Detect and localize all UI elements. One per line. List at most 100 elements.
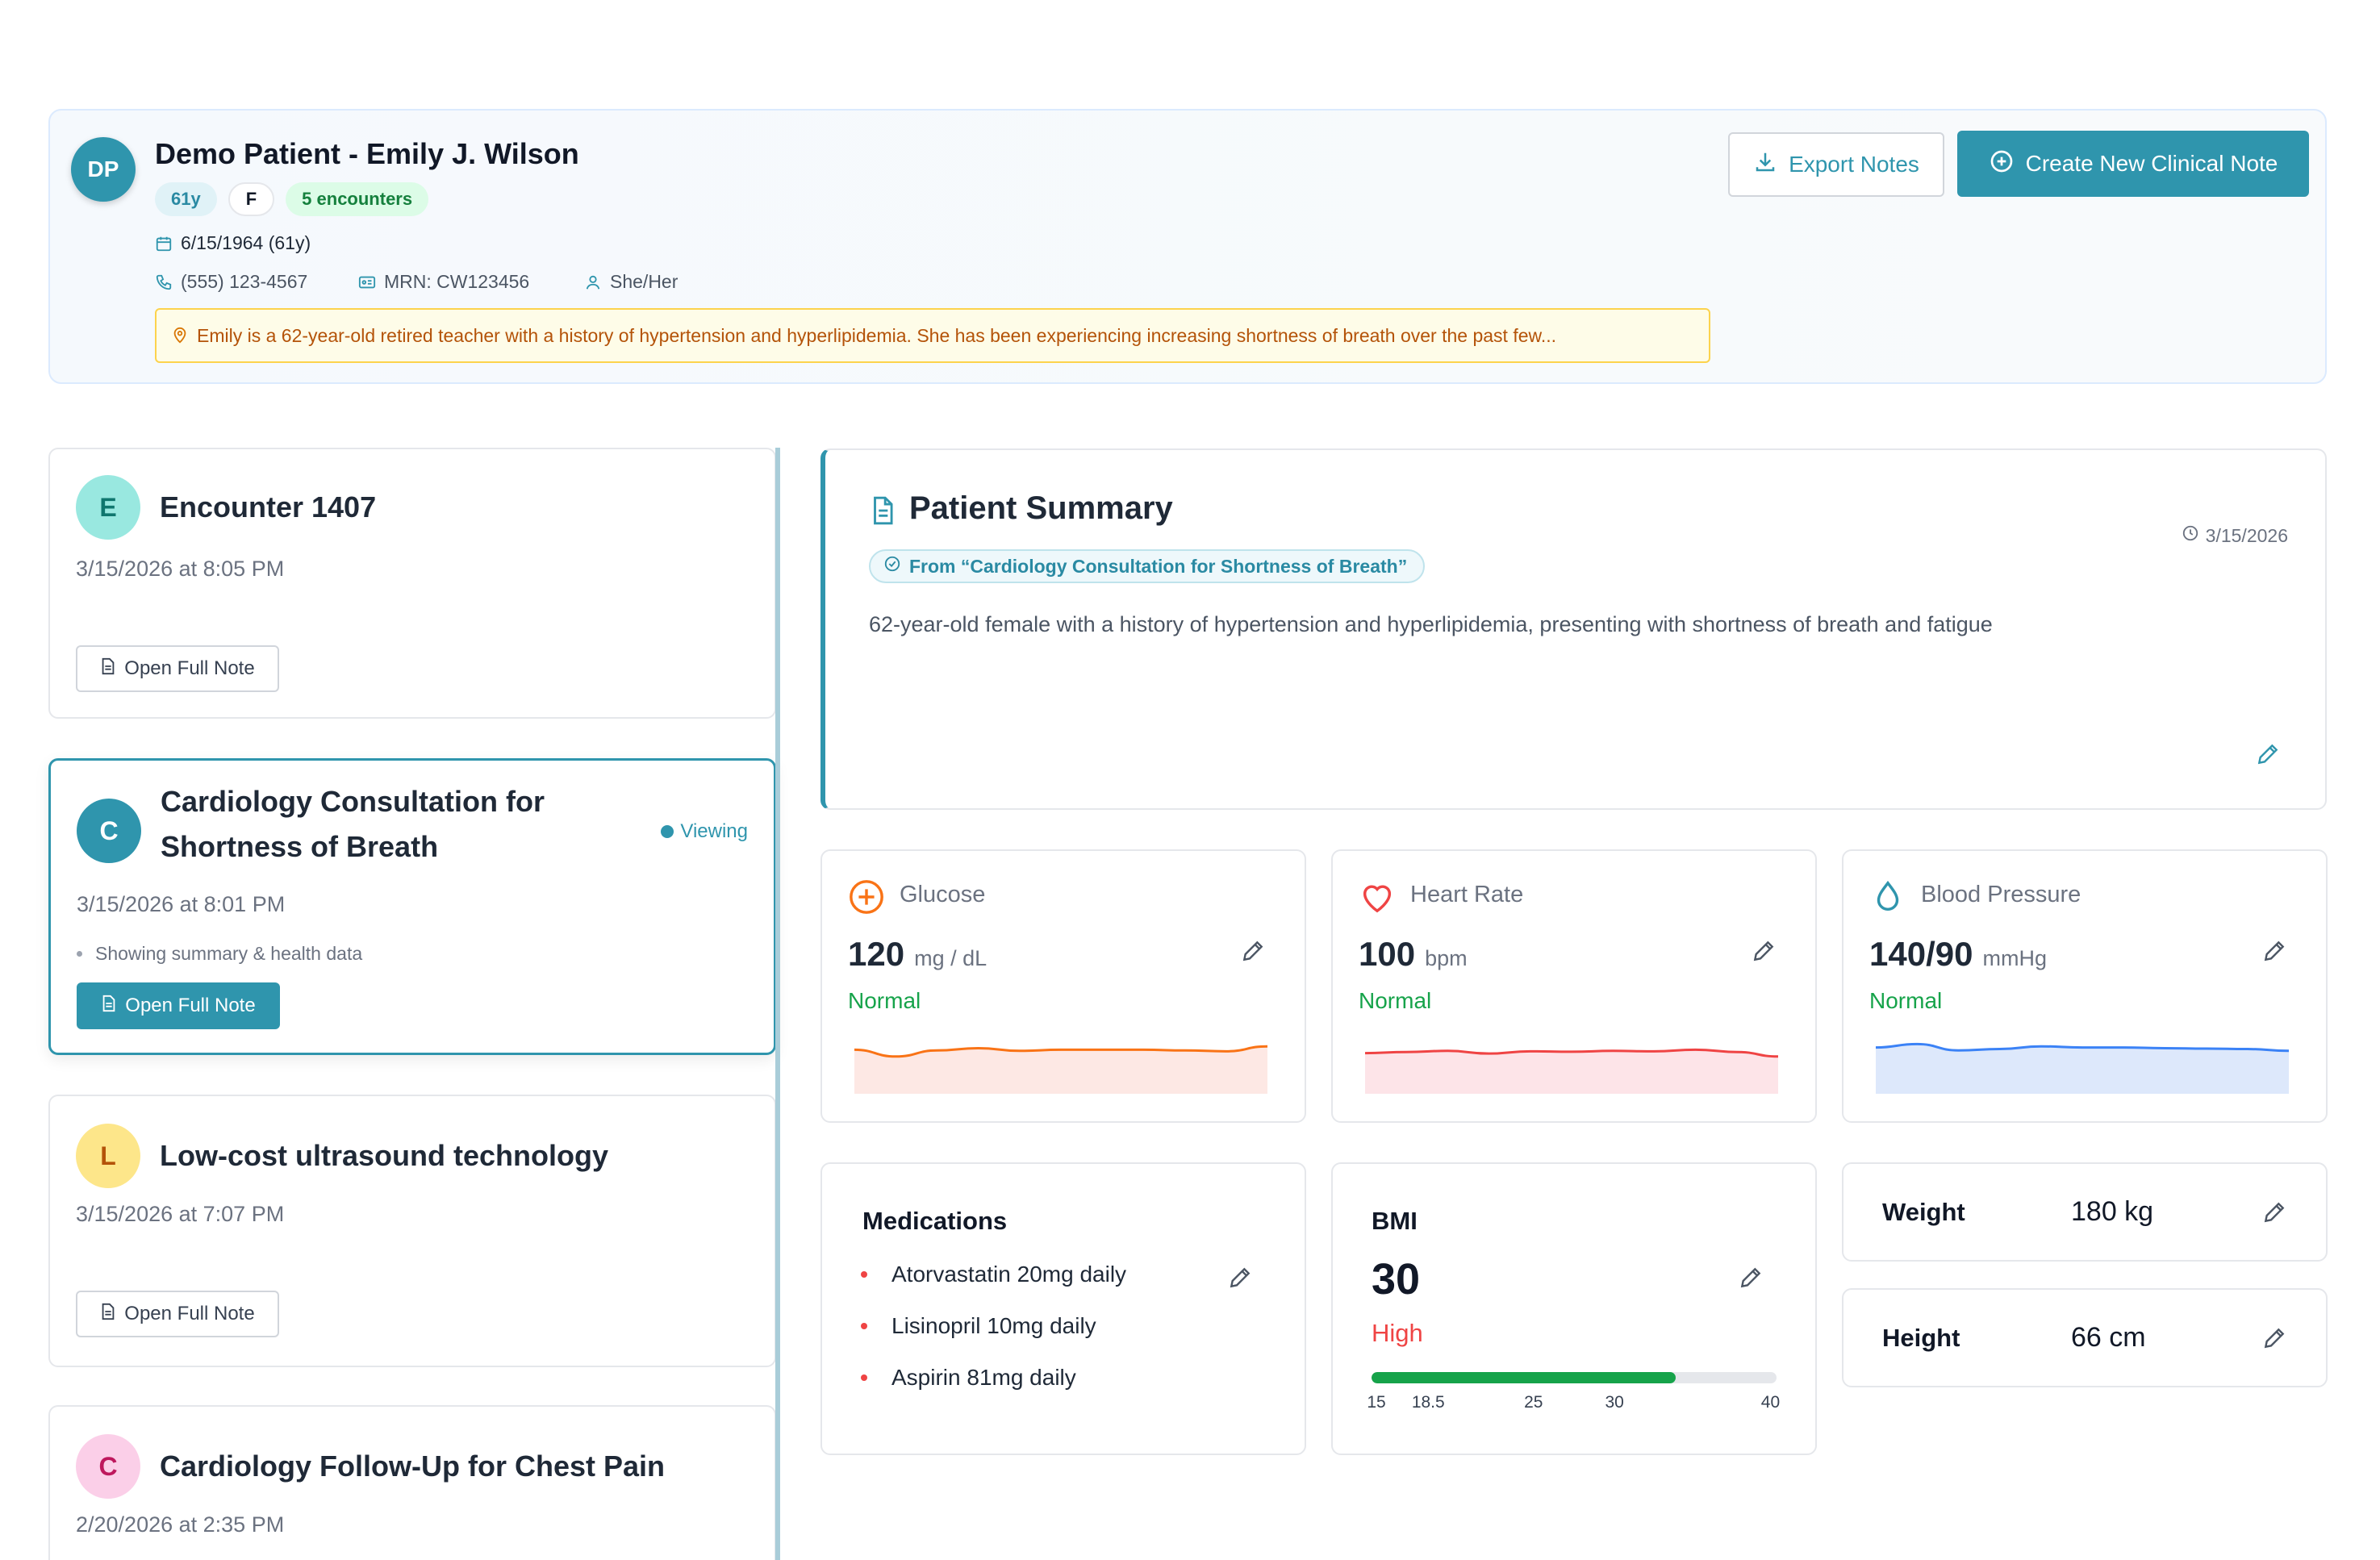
- id-card-icon: [358, 273, 376, 291]
- vital-unit: bpm: [1425, 946, 1468, 970]
- droplet-icon: [1869, 878, 1906, 916]
- encounter-avatar: C: [76, 1434, 140, 1499]
- vital-value: 120 mg / dL: [848, 935, 987, 974]
- document-icon: [867, 495, 898, 526]
- medication-item: Lisinopril 10mg daily: [861, 1313, 1096, 1339]
- edit-pencil-icon[interactable]: [1751, 938, 1777, 964]
- mrn-line: MRN: CW123456: [358, 271, 529, 293]
- create-clinical-note-label: Create New Clinical Note: [2025, 151, 2278, 176]
- encounters-badge: 5 encounters: [286, 182, 429, 216]
- edit-pencil-icon[interactable]: [1738, 1265, 1764, 1291]
- export-notes-label: Export Notes: [1789, 152, 1919, 177]
- vital-unit: mg / dL: [914, 946, 987, 970]
- vital-status: Normal: [1359, 988, 1432, 1013]
- vital-number: 100: [1359, 935, 1416, 973]
- bullet-dot: [861, 1271, 867, 1278]
- user-icon: [584, 273, 602, 291]
- sparkline-line: [854, 1045, 1267, 1058]
- bmi-progress-track: [1372, 1372, 1777, 1383]
- glucose-sparkline: [854, 1045, 1267, 1094]
- bmi-tick-label: 30: [1605, 1393, 1624, 1412]
- export-notes-button[interactable]: Export Notes: [1728, 132, 1944, 197]
- encounter-avatar: E: [76, 475, 140, 540]
- open-full-note-button[interactable]: Open Full Note: [76, 645, 279, 692]
- edit-pencil-icon[interactable]: [2261, 1199, 2287, 1225]
- heart-rate-sparkline: [1365, 1048, 1778, 1094]
- edit-pencil-icon[interactable]: [2261, 938, 2287, 964]
- patient-summary-alert: Emily is a 62-year-old retired teacher w…: [155, 308, 1710, 363]
- patient-summary-text: Emily is a 62-year-old retired teacher w…: [197, 324, 1557, 346]
- bmi-tick-label: 18.5: [1411, 1393, 1445, 1412]
- sparkline-area: [1876, 1044, 2289, 1094]
- panel-resize-handle[interactable]: [775, 448, 780, 1560]
- sparkline-area: [1365, 1049, 1778, 1094]
- encounter-date: 3/15/2026 at 8:05 PM: [76, 557, 285, 581]
- heart-icon: [1359, 878, 1396, 916]
- encounter-title: Cardiology Follow-Up for Chest Pain: [160, 1449, 666, 1483]
- encounter-avatar: C: [77, 799, 141, 863]
- vital-number: 120: [848, 935, 905, 973]
- weight-card: Weight 180 kg: [1842, 1162, 2328, 1262]
- edit-pencil-icon[interactable]: [2261, 1325, 2287, 1351]
- sex-badge: F: [228, 182, 275, 216]
- summary-date: 3/15/2026: [2182, 524, 2288, 547]
- encounter-card[interactable]: E Encounter 1407 3/15/2026 at 8:05 PM Op…: [48, 448, 776, 719]
- summary-title: Patient Summary: [909, 490, 1173, 526]
- encounter-avatar: L: [76, 1124, 140, 1188]
- edit-pencil-icon[interactable]: [1240, 938, 1266, 964]
- vital-label: Heart Rate: [1410, 882, 1524, 907]
- pronouns-text: She/Her: [610, 271, 679, 292]
- vital-card-heart-rate: Heart Rate 100 bpm Normal: [1331, 849, 1817, 1123]
- open-full-note-label: Open Full Note: [125, 995, 256, 1016]
- edit-summary-pencil-icon[interactable]: [2255, 741, 2281, 767]
- medication-item: Aspirin 81mg daily: [861, 1365, 1076, 1391]
- open-full-note-label: Open Full Note: [124, 657, 255, 679]
- vital-value: 100 bpm: [1359, 935, 1468, 974]
- blood-pressure-sparkline: [1876, 1042, 2289, 1094]
- download-icon: [1753, 150, 1777, 180]
- viewing-dot: [661, 825, 674, 838]
- weight-value: 180 kg: [2071, 1196, 2154, 1227]
- open-full-note-button[interactable]: Open Full Note: [76, 1291, 279, 1337]
- summary-source-text: From “Cardiology Consultation for Shortn…: [909, 555, 1408, 577]
- check-circle-icon: [883, 555, 901, 578]
- encounter-card-selected[interactable]: C Cardiology Consultation for Shortness …: [48, 758, 776, 1055]
- encounter-card[interactable]: C Cardiology Follow-Up for Chest Pain 2/…: [48, 1405, 776, 1560]
- vital-unit: mmHg: [1982, 946, 2047, 970]
- clock-icon: [2182, 524, 2199, 547]
- viewing-label: Viewing: [680, 820, 748, 842]
- document-icon: [100, 1303, 116, 1326]
- summary-source-badge: From “Cardiology Consultation for Shortn…: [869, 549, 1426, 583]
- viewing-indicator: Viewing: [661, 820, 748, 843]
- encounter-card[interactable]: L Low-cost ultrasound technology 3/15/20…: [48, 1095, 776, 1367]
- height-value: 66 cm: [2071, 1322, 2146, 1353]
- encounter-date: 3/15/2026 at 7:07 PM: [76, 1202, 285, 1226]
- vital-card-glucose: Glucose 120 mg / dL Normal: [820, 849, 1306, 1123]
- patient-name: Demo Patient - Emily J. Wilson: [155, 137, 579, 170]
- bmi-value: 30: [1372, 1255, 1421, 1303]
- bmi-card: BMI 30 High 15 18.5 25 30 40: [1331, 1162, 1817, 1455]
- vital-card-blood-pressure: Blood Pressure 140/90 mmHg Normal: [1842, 849, 2328, 1123]
- sparkline-area: [854, 1046, 1267, 1094]
- bmi-status: High: [1372, 1319, 1423, 1347]
- patient-header-card: DP Demo Patient - Emily J. Wilson 61y F …: [48, 109, 2327, 384]
- create-clinical-note-button[interactable]: Create New Clinical Note: [1957, 131, 2309, 197]
- vital-label: Glucose: [900, 882, 986, 907]
- vital-value: 140/90 mmHg: [1869, 935, 2047, 974]
- document-icon: [100, 657, 116, 681]
- sparkline-line: [1365, 1048, 1778, 1058]
- pronouns-line: She/Her: [584, 271, 678, 293]
- encounter-title: Encounter 1407: [160, 490, 377, 523]
- edit-pencil-icon[interactable]: [1227, 1265, 1253, 1291]
- encounter-detail-text: Showing summary & health data: [95, 943, 363, 964]
- mrn-text: MRN: CW123456: [384, 271, 530, 292]
- open-full-note-button[interactable]: Open Full Note: [77, 982, 280, 1029]
- bmi-progress-fill: [1372, 1372, 1676, 1383]
- patient-avatar: DP: [71, 137, 136, 202]
- bmi-tick-label: 40: [1760, 1393, 1781, 1412]
- bullet-dot: [861, 1374, 867, 1381]
- patient-summary-card: Patient Summary From “Cardiology Consult…: [820, 448, 2327, 810]
- document-icon: [101, 995, 117, 1018]
- location-pin-icon: [171, 327, 189, 344]
- medications-title: Medications: [862, 1207, 1008, 1235]
